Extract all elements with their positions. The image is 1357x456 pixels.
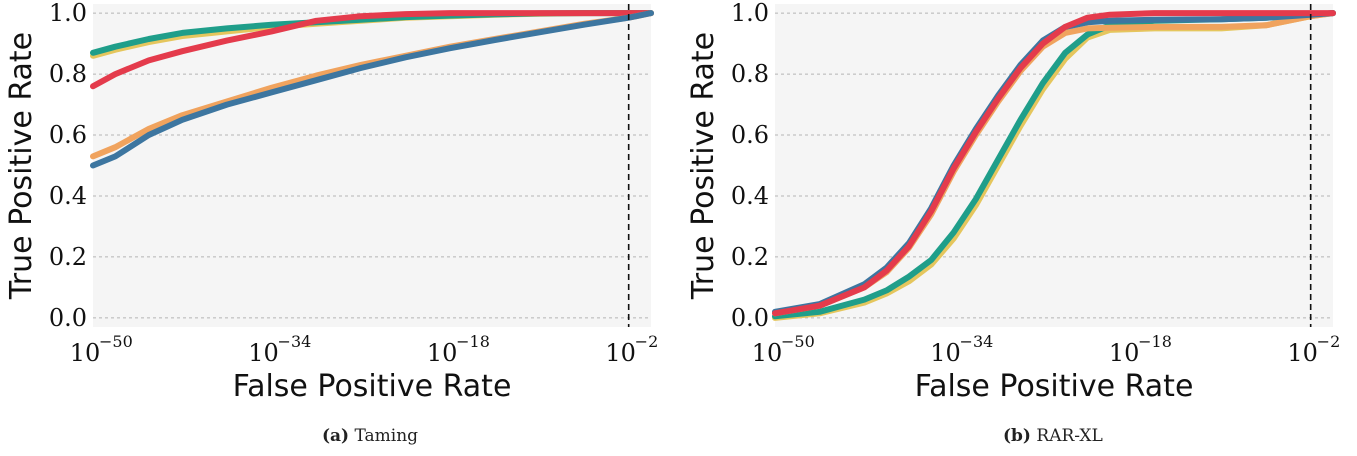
x-axis-label-a: False Positive Rate [233, 369, 512, 404]
chart-b: 0.00.20.40.60.81.010−50 10−34 10−18 10−2Fal… [686, 0, 1340, 404]
y-axis-label-a: True Positive Rate [4, 32, 39, 300]
x-tick-exponent-a: −2 [635, 332, 659, 351]
y-tick-label-a: 0.4 [49, 182, 87, 210]
x-tick-label-b: 10 [752, 339, 783, 367]
figure-canvas: 0.00.20.40.60.81.010−50 10−34 10−18 10−2Fal… [4, 0, 1340, 404]
plot-area-b [775, 4, 1333, 327]
y-tick-label-a: 1.0 [49, 0, 87, 27]
caption-b-label: (b) [1003, 426, 1031, 446]
x-tick-label-a: 10 [248, 339, 279, 367]
x-tick-label-a: 10 [427, 339, 458, 367]
caption-b-text: RAR-XL [1036, 426, 1103, 446]
x-tick-exponent-a: −50 [99, 332, 133, 351]
x-tick-exponent-a: −34 [278, 332, 312, 351]
y-axis-label-b: True Positive Rate [686, 32, 721, 300]
y-tick-label-b: 0.2 [731, 243, 769, 271]
caption-b: (b) RAR-XL [1003, 426, 1103, 446]
x-tick-exponent-b: −2 [1317, 332, 1341, 351]
x-tick-exponent-b: −18 [1138, 332, 1172, 351]
x-tick-exponent-b: −34 [960, 332, 994, 351]
y-tick-label-a: 0.8 [49, 60, 87, 88]
y-tick-label-a: 0.0 [49, 304, 87, 332]
x-tick-label-a: 10 [70, 339, 101, 367]
x-axis-label-b: False Positive Rate [915, 369, 1194, 404]
y-tick-label-b: 1.0 [731, 0, 769, 27]
caption-a: (a) Taming [322, 426, 418, 446]
series-line-a-2 [90, 10, 654, 90]
series-line-b-4 [772, 10, 1336, 317]
x-tick-exponent-a: −18 [456, 332, 490, 351]
x-tick-label-a: 10 [605, 339, 636, 367]
y-tick-label-b: 0.0 [731, 304, 769, 332]
caption-a-label: (a) [322, 426, 350, 446]
chart-a: 0.00.20.40.60.81.010−50 10−34 10−18 10−2Fal… [4, 0, 658, 404]
x-tick-exponent-b: −50 [781, 332, 815, 351]
x-tick-label-b: 10 [930, 339, 961, 367]
x-tick-label-b: 10 [1287, 339, 1318, 367]
y-tick-label-b: 0.6 [731, 121, 769, 149]
y-tick-label-b: 0.8 [731, 60, 769, 88]
plot-area-a [93, 4, 651, 327]
caption-a-text: Taming [354, 426, 419, 446]
x-tick-label-b: 10 [1109, 339, 1140, 367]
y-tick-label-a: 0.2 [49, 243, 87, 271]
series-line-a-4 [90, 10, 654, 169]
y-tick-label-a: 0.6 [49, 121, 87, 149]
y-tick-label-b: 0.4 [731, 182, 769, 210]
